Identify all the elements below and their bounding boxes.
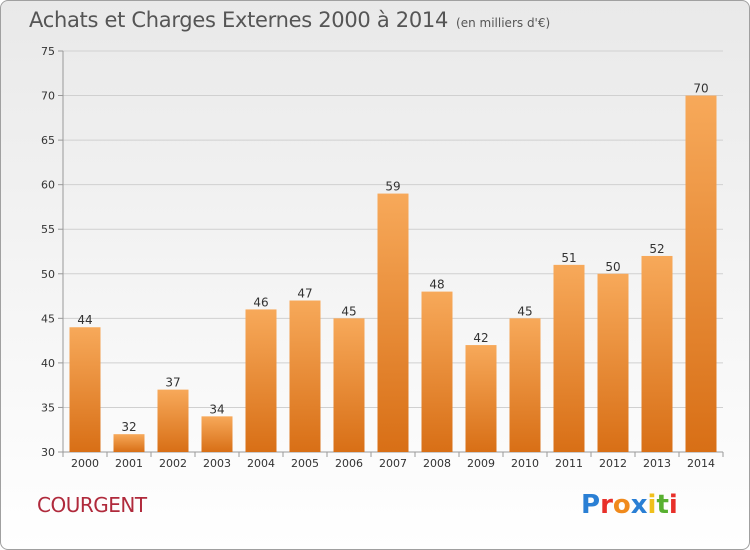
bar-2014	[685, 95, 717, 453]
bar-2001	[113, 434, 145, 452]
bar-2005	[289, 300, 321, 452]
x-tick-label: 2005	[291, 457, 319, 470]
logo-letter: o	[612, 490, 631, 520]
x-tick-label: 2008	[423, 457, 451, 470]
x-tick-label: 2001	[115, 457, 143, 470]
logo-letter: P	[581, 490, 601, 520]
bar-2011	[553, 264, 585, 452]
data-label-2013: 52	[649, 242, 664, 256]
x-tick-label: 2013	[643, 457, 671, 470]
x-tick-label: 2003	[203, 457, 231, 470]
logo-letter: i	[647, 490, 657, 520]
data-label-2011: 51	[561, 251, 576, 265]
data-label-2006: 45	[341, 304, 356, 318]
data-label-2003: 34	[209, 402, 224, 416]
y-tick-label: 55	[41, 223, 55, 236]
labels: 30 35 40 45 50 55 60 65 70 75 2000 44 2001 32 2002 37 20…	[41, 45, 715, 470]
data-label-2014: 70	[693, 82, 708, 96]
chart-title: Achats et Charges Externes 2000 à 2014 (e…	[29, 8, 550, 32]
x-tick-label: 2000	[71, 457, 99, 470]
bar-2002	[157, 389, 189, 452]
x-tick-label: 2004	[247, 457, 275, 470]
y-tick-label: 30	[41, 446, 55, 459]
data-label-2009: 42	[473, 331, 488, 345]
data-label-2002: 37	[165, 376, 180, 390]
data-label-2000: 44	[77, 313, 92, 327]
data-label-2007: 59	[385, 180, 400, 194]
y-tick-label: 50	[41, 268, 55, 281]
bar-2012	[597, 273, 629, 452]
y-tick-label: 35	[41, 401, 55, 414]
bars	[69, 95, 717, 453]
bar-2007	[377, 193, 409, 453]
data-label-2001: 32	[121, 420, 136, 434]
x-tick-label: 2007	[379, 457, 407, 470]
x-tick-label: 2002	[159, 457, 187, 470]
data-label-2004: 46	[253, 295, 268, 309]
x-tick-label: 2012	[599, 457, 627, 470]
title-text: Achats et Charges Externes 2000 à 2014	[29, 8, 449, 32]
bar-2004	[245, 309, 277, 452]
y-tick-label: 65	[41, 134, 55, 147]
bar-2003	[201, 416, 233, 452]
y-tick-label: 70	[41, 90, 55, 103]
proxiti-logo: Proxiti	[581, 490, 678, 520]
title-unit: (en milliers d'€)	[456, 16, 551, 30]
logo-letter: t	[656, 490, 669, 520]
data-label-2005: 47	[297, 287, 312, 301]
logo-letter: x	[630, 490, 648, 520]
x-tick-label: 2014	[687, 457, 715, 470]
commune-name: COURGENT	[37, 493, 147, 517]
bar-2000	[69, 327, 101, 452]
y-tick-label: 40	[41, 357, 55, 370]
logo-letter: r	[600, 490, 613, 520]
data-label-2012: 50	[605, 260, 620, 274]
bar-2009	[465, 345, 497, 452]
bar-2008	[421, 291, 453, 452]
x-tick-label: 2006	[335, 457, 363, 470]
x-tick-label: 2011	[555, 457, 583, 470]
y-tick-label: 75	[41, 45, 55, 58]
data-label-2010: 45	[517, 304, 532, 318]
y-tick-label: 45	[41, 312, 55, 325]
data-label-2008: 48	[429, 278, 444, 292]
x-tick-label: 2009	[467, 457, 495, 470]
bar-2010	[509, 318, 541, 452]
x-tick-label: 2010	[511, 457, 539, 470]
bar-2006	[333, 318, 365, 452]
y-tick-label: 60	[41, 179, 55, 192]
logo-letter: i	[668, 490, 678, 520]
bar-2013	[641, 255, 673, 452]
